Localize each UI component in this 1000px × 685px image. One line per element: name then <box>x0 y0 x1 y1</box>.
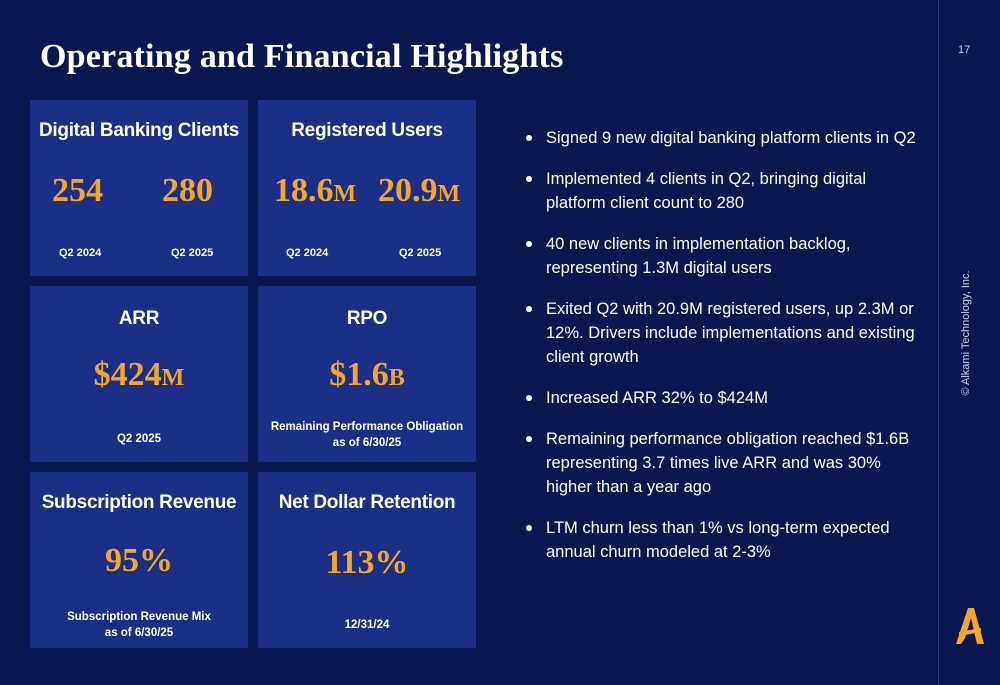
list-item: Implemented 4 clients in Q2, bringing di… <box>524 167 924 215</box>
card-title: ARR <box>118 308 160 329</box>
bullet-icon <box>526 241 532 247</box>
rpo-note-line1: Remaining Performance Obligation <box>270 421 464 433</box>
value-q2-2024: 254 <box>52 172 103 209</box>
ndr-value: 113% <box>325 544 409 581</box>
subscription-note-line2: as of 6/30/25 <box>104 627 174 639</box>
bullet-icon <box>526 176 532 182</box>
value-q2-2025: 20.9M <box>378 172 461 209</box>
card-title: Subscription Revenue <box>41 492 237 513</box>
rpo-note: Remaining Performance Obligation as of 6… <box>258 419 476 451</box>
list-item: Remaining performance obligation reached… <box>524 427 924 499</box>
label-q2-2024: Q2 2024 <box>59 247 102 259</box>
highlights-list: Signed 9 new digital banking platform cl… <box>524 126 924 581</box>
bullet-icon <box>526 436 532 442</box>
list-item: Exited Q2 with 20.9M registered users, u… <box>524 297 924 369</box>
bullet-icon <box>526 525 532 531</box>
value-q2-2024: 18.6M <box>274 172 357 209</box>
list-item: 40 new clients in implementation backlog… <box>524 232 924 280</box>
card-subscription-revenue: Subscription Revenue 95% Subscription Re… <box>30 472 248 648</box>
subscription-note: Subscription Revenue Mix as of 6/30/25 <box>30 609 248 641</box>
label-q2-2025: Q2 2025 <box>399 247 442 259</box>
card-registered-users: Registered Users 18.6M 20.9M Q2 2024 Q2 … <box>258 100 476 276</box>
list-item: Increased ARR 32% to $424M <box>524 386 924 410</box>
bullet-icon <box>526 306 532 312</box>
card-rpo: RPO $1.6B Remaining Performance Obligati… <box>258 286 476 462</box>
page-title: Operating and Financial Highlights <box>40 38 564 75</box>
label-q2-2024: Q2 2024 <box>286 247 329 259</box>
list-item: Signed 9 new digital banking platform cl… <box>524 126 924 150</box>
card-arr: ARR $424M Q2 2025 <box>30 286 248 462</box>
list-item: LTM churn less than 1% vs long-term expe… <box>524 516 924 564</box>
bullet-icon <box>526 135 532 141</box>
card-title: Net Dollar Retention <box>278 492 456 513</box>
alkami-logo-icon <box>956 608 984 644</box>
rpo-note-line2: as of 6/30/25 <box>332 437 402 449</box>
copyright-text: © Alkami Technology, Inc. <box>960 270 972 396</box>
card-digital-banking-clients: Digital Banking Clients 254 280 Q2 2024 … <box>30 100 248 276</box>
card-net-dollar-retention: Net Dollar Retention 113% 12/31/24 <box>258 472 476 648</box>
value-q2-2025: 280 <box>162 172 213 209</box>
divider <box>938 0 939 685</box>
rpo-value: $1.6B <box>329 356 405 393</box>
subscription-value: 95% <box>105 542 173 579</box>
page-number: 17 <box>958 44 971 56</box>
arr-value: $424M <box>93 356 185 393</box>
card-title: RPO <box>346 308 388 329</box>
subscription-note-line1: Subscription Revenue Mix <box>67 611 211 623</box>
card-title: Digital Banking Clients <box>38 120 239 141</box>
card-title: Registered Users <box>291 120 443 141</box>
label-q2-2025: Q2 2025 <box>171 247 214 259</box>
ndr-note: 12/31/24 <box>344 619 390 631</box>
bullet-icon <box>526 395 532 401</box>
arr-note: Q2 2025 <box>116 433 162 445</box>
